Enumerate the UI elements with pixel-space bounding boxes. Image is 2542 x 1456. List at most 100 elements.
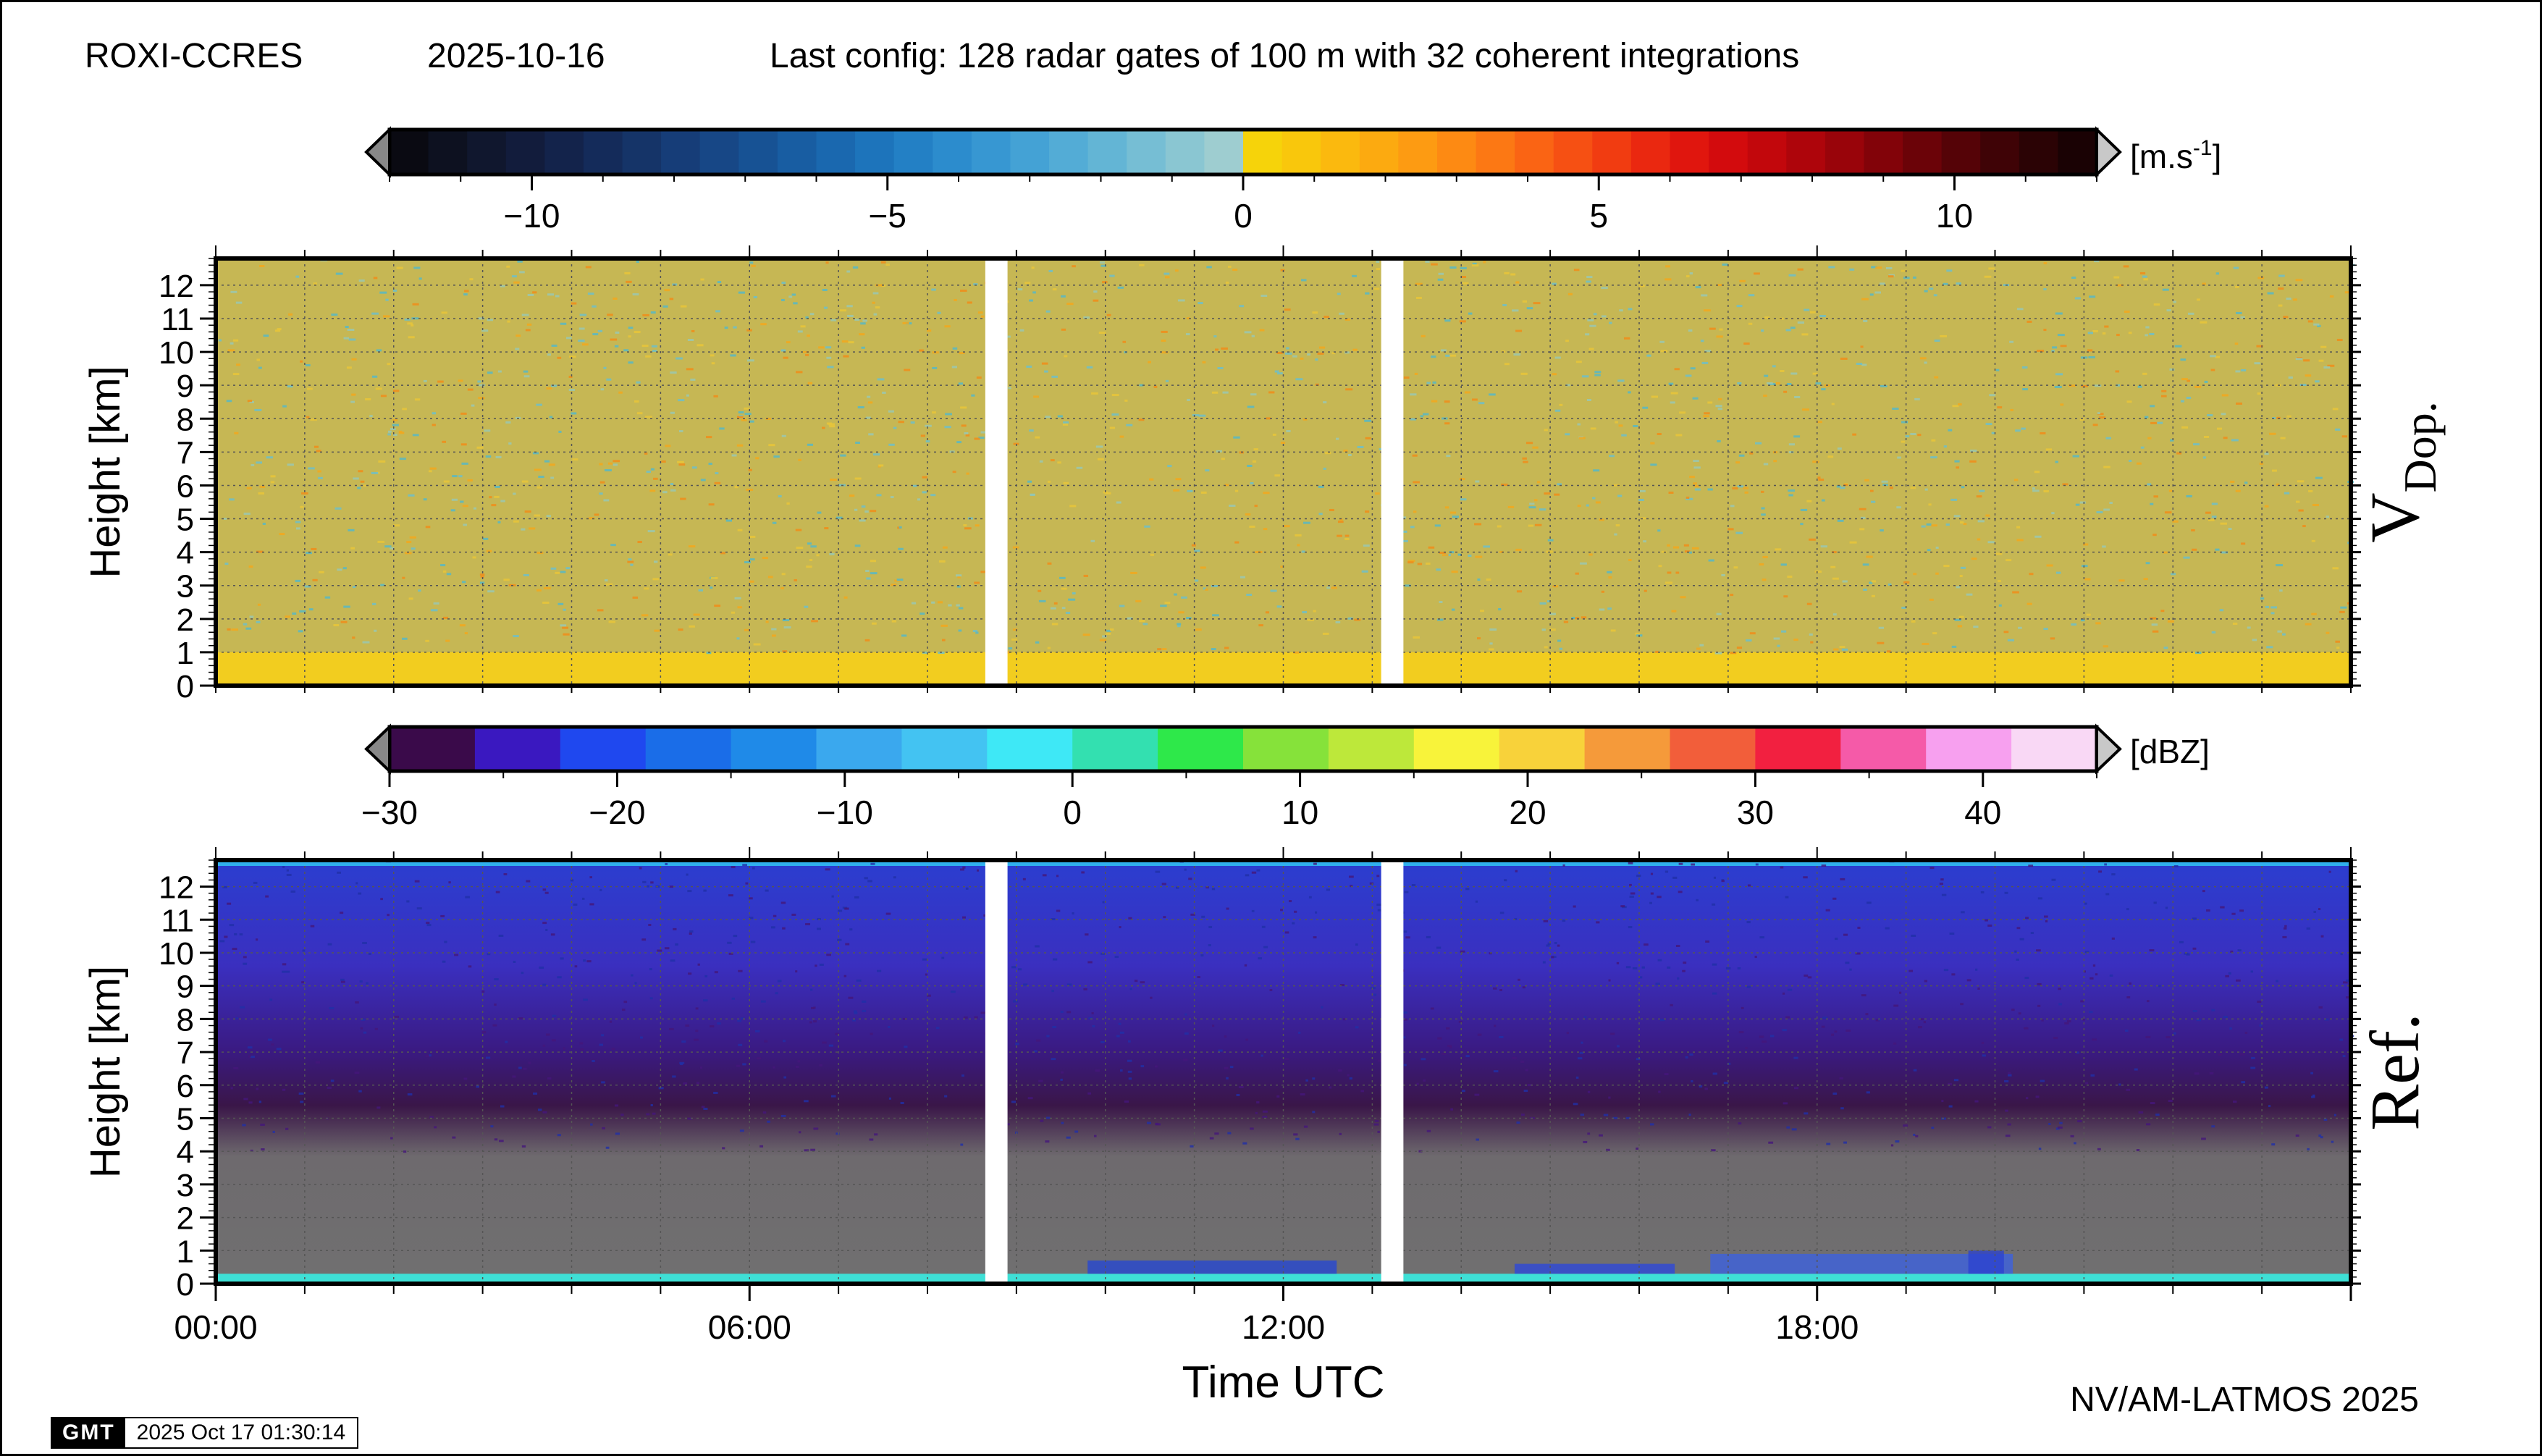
doppler-speckle bbox=[1802, 408, 1809, 411]
doppler-speckle bbox=[300, 505, 304, 508]
doppler-speckle bbox=[1806, 602, 1812, 605]
doppler-speckle bbox=[1585, 333, 1590, 336]
reflectivity-speckle bbox=[2233, 1101, 2237, 1103]
reflectivity-speckle bbox=[2318, 1134, 2322, 1137]
reflectivity-speckle bbox=[811, 1006, 815, 1009]
reflectivity-speckle bbox=[234, 933, 237, 935]
reflectivity-speckle bbox=[2048, 1122, 2051, 1125]
doppler-speckle bbox=[471, 404, 475, 407]
reflectivity-speckle bbox=[1188, 878, 1192, 880]
doppler-speckle bbox=[1793, 639, 1798, 641]
doppler-speckle bbox=[1297, 544, 1300, 547]
reflectivity-speckle bbox=[2035, 1095, 2040, 1098]
doppler-speckle bbox=[378, 460, 386, 463]
reflectivity-speckle bbox=[1832, 1092, 1838, 1095]
doppler-speckle bbox=[347, 329, 355, 332]
doppler-speckle bbox=[467, 479, 473, 481]
doppler-speckle bbox=[1097, 458, 1104, 460]
doppler-speckle bbox=[1885, 267, 1893, 270]
doppler-speckle bbox=[270, 475, 276, 478]
doppler-speckle bbox=[1116, 501, 1121, 504]
doppler-speckle bbox=[715, 472, 719, 475]
reflectivity-speckle bbox=[652, 1112, 656, 1115]
doppler-speckle bbox=[708, 503, 715, 506]
doppler-speckle bbox=[1339, 312, 1344, 315]
reflectivity-speckle bbox=[2053, 1037, 2058, 1040]
doppler-speckle bbox=[462, 505, 468, 508]
doppler-speckle bbox=[748, 468, 752, 471]
reflectivity-speckle bbox=[1834, 1030, 1838, 1033]
y-tick-label: 3 bbox=[177, 1168, 194, 1203]
reflectivity-speckle bbox=[1573, 905, 1576, 908]
doppler-speckle bbox=[406, 541, 412, 544]
doppler-speckle bbox=[1839, 646, 1846, 649]
reflectivity-speckle bbox=[828, 1044, 834, 1047]
reflectivity-speckle bbox=[1499, 912, 1504, 914]
doppler-speckle bbox=[1216, 450, 1222, 453]
doppler-speckle bbox=[536, 552, 544, 555]
doppler-speckle bbox=[2194, 385, 2202, 388]
doppler-speckle bbox=[1827, 455, 1834, 458]
reflectivity-speckle bbox=[1747, 884, 1751, 887]
doppler-speckle bbox=[1554, 356, 1561, 359]
reflectivity-speckle bbox=[1849, 968, 1852, 971]
reflectivity-speckle bbox=[1258, 957, 1263, 960]
doppler-speckle bbox=[594, 513, 599, 516]
doppler-speckle bbox=[720, 552, 725, 555]
doppler-speckle bbox=[1414, 372, 1418, 375]
doppler-speckle bbox=[2180, 400, 2184, 403]
reflectivity-speckle bbox=[1975, 968, 1978, 971]
doppler-speckle bbox=[2150, 502, 2154, 505]
doppler-speckle bbox=[888, 410, 894, 413]
colorbar-swatch bbox=[816, 727, 902, 771]
reflectivity-speckle bbox=[1321, 1006, 1323, 1009]
y-tick-label: 12 bbox=[159, 870, 194, 906]
doppler-speckle bbox=[650, 311, 656, 314]
reflectivity-speckle bbox=[560, 957, 564, 960]
doppler-speckle bbox=[2192, 443, 2200, 446]
doppler-speckle bbox=[870, 510, 877, 513]
reflectivity-speckle bbox=[669, 1027, 674, 1030]
doppler-speckle bbox=[1987, 541, 1995, 544]
doppler-speckle bbox=[412, 303, 419, 306]
reflectivity-speckle bbox=[2070, 1135, 2074, 1137]
doppler-speckle bbox=[1095, 445, 1103, 448]
reflectivity-speckle bbox=[704, 975, 708, 977]
reflectivity-speckle bbox=[810, 988, 813, 991]
doppler-speckle bbox=[662, 491, 668, 494]
doppler-speckle bbox=[1122, 340, 1127, 343]
reflectivity-speckle bbox=[647, 885, 649, 888]
doppler-speckle bbox=[1934, 376, 1939, 379]
doppler-speckle bbox=[1727, 528, 1734, 531]
doppler-speckle bbox=[2046, 564, 2053, 567]
doppler-speckle bbox=[1952, 405, 1959, 408]
reflectivity-speckle bbox=[1721, 880, 1725, 883]
doppler-speckle bbox=[1559, 403, 1563, 406]
reflectivity-speckle bbox=[1890, 1144, 1894, 1147]
reflectivity-speckle bbox=[960, 1143, 964, 1146]
reflectivity-speckle bbox=[358, 892, 362, 895]
doppler-speckle bbox=[652, 350, 657, 353]
credit-label: NV/AM-LATMOS 2025 bbox=[2070, 1381, 2419, 1419]
reflectivity-speckle bbox=[232, 948, 237, 951]
colorbar-swatch bbox=[1755, 727, 1841, 771]
doppler-speckle bbox=[1689, 476, 1695, 479]
doppler-speckle bbox=[232, 339, 239, 342]
doppler-speckle bbox=[1102, 635, 1107, 638]
doppler-speckle bbox=[1313, 610, 1316, 613]
doppler-speckle bbox=[1781, 630, 1787, 633]
doppler-speckle bbox=[519, 271, 525, 274]
doppler-speckle bbox=[1655, 650, 1659, 653]
doppler-speckle bbox=[1997, 406, 2003, 409]
doppler-speckle bbox=[494, 485, 500, 488]
reflectivity-speckle bbox=[680, 1063, 683, 1066]
reflectivity-speckle bbox=[1315, 911, 1318, 914]
reflectivity-speckle bbox=[2346, 996, 2349, 999]
reflectivity-speckle bbox=[1746, 921, 1751, 924]
reflectivity-speckle bbox=[1426, 935, 1431, 938]
reflectivity-speckle bbox=[1370, 987, 1376, 990]
doppler-speckle bbox=[460, 500, 464, 503]
reflectivity-speckle bbox=[1355, 943, 1358, 946]
reflectivity-speckle bbox=[2124, 1030, 2129, 1032]
reflectivity-speckle bbox=[796, 1065, 799, 1068]
